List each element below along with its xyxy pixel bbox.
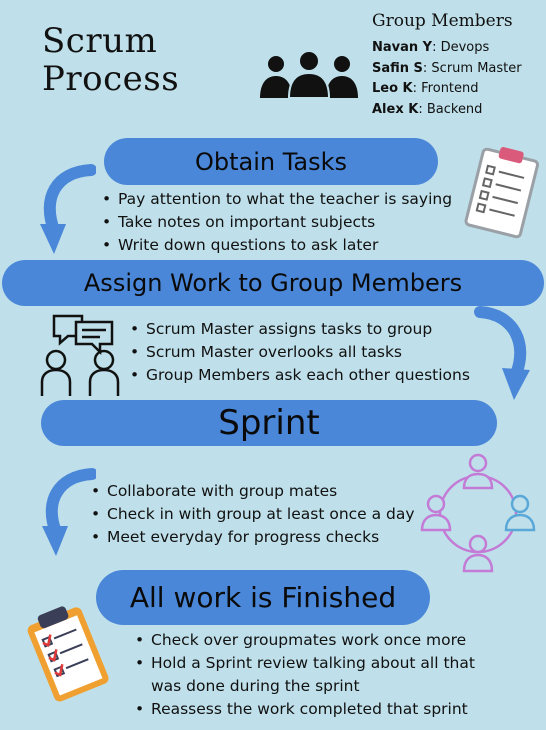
member-name: Alex K	[372, 101, 419, 117]
step-heading-sprint: Sprint	[41, 400, 497, 446]
list-item: Meet everyday for progress checks	[91, 526, 415, 549]
step-heading-obtain-tasks: Obtain Tasks	[104, 138, 438, 185]
curved-arrow-icon	[474, 306, 530, 400]
page-title: Scrum Process	[42, 22, 179, 98]
member-name: Navan Y	[372, 40, 433, 55]
step-heading-all-work-finished: All work is Finished	[96, 570, 430, 625]
clipboard-checklist-icon	[464, 147, 540, 239]
clipboard-checked-icon	[27, 606, 109, 702]
list-item: Pay attention to what the teacher is say…	[102, 188, 452, 211]
list-item: Take notes on important subjects	[102, 211, 452, 234]
team-cycle-icon	[420, 453, 536, 573]
member-item: Navan Y: Devops	[372, 38, 522, 59]
list-item: Group Members ask each other questions	[130, 364, 470, 387]
list-item: Collaborate with group mates	[91, 480, 415, 503]
member-name: Leo K	[372, 81, 413, 96]
step-1-bullets: Pay attention to what the teacher is say…	[102, 188, 452, 257]
list-item: Check in with group at least once a day	[91, 503, 415, 526]
group-people-icon	[260, 50, 358, 98]
member-role: : Frontend	[412, 81, 479, 96]
step-3-bullets: Collaborate with group mates Check in wi…	[91, 480, 415, 549]
group-members-list: Navan Y: Devops Safin S: Scrum Master Le…	[372, 38, 522, 120]
member-item: Safin S: Scrum Master	[372, 59, 522, 80]
title-line-2: Process	[42, 59, 180, 99]
member-role: : Scrum Master	[422, 60, 522, 76]
list-item: Scrum Master assigns tasks to group	[130, 318, 470, 341]
step-2-bullets: Scrum Master assigns tasks to group Scru…	[130, 318, 470, 387]
member-name: Safin S	[372, 60, 423, 76]
list-item: Hold a Sprint review talking about all t…	[135, 652, 495, 698]
member-item: Alex K: Backend	[372, 100, 522, 121]
member-item: Leo K: Frontend	[372, 79, 522, 100]
curved-arrow-icon	[42, 468, 96, 556]
list-item: Scrum Master overlooks all tasks	[130, 341, 470, 364]
step-heading-assign-work: Assign Work to Group Members	[2, 260, 544, 306]
list-item: Write down questions to ask later	[102, 234, 452, 257]
member-role: : Backend	[418, 101, 483, 117]
list-item: Check over groupmates work once more	[135, 629, 495, 652]
curved-arrow-icon	[40, 164, 96, 254]
group-members-title: Group Members	[372, 11, 513, 31]
discussion-people-icon	[40, 314, 120, 396]
title-line-1: Scrum	[42, 21, 158, 61]
list-item: Reassess the work completed that sprint	[135, 698, 495, 721]
step-4-bullets: Check over groupmates work once more Hol…	[135, 629, 495, 721]
member-role: : Devops	[432, 40, 490, 55]
